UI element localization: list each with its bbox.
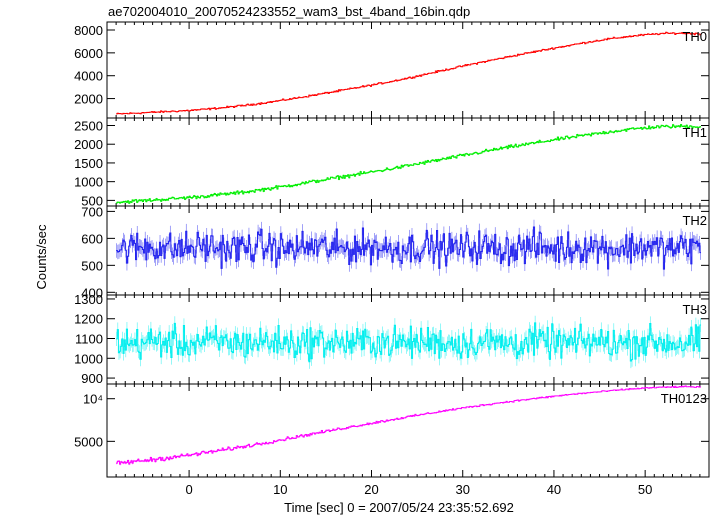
y-tick-label: 900 <box>81 371 103 386</box>
x-tick-label: 10 <box>273 482 287 497</box>
panel-th3: 900 1000 1100 1200 1300 TH3 <box>74 292 710 386</box>
y-tick-label: 700 <box>81 204 103 219</box>
x-tick-label: 40 <box>547 482 561 497</box>
y-tick-label: 2000 <box>74 92 103 107</box>
x-tick-label: 50 <box>638 482 652 497</box>
x-tick-label: 0 <box>185 482 192 497</box>
y-tick-label: 500 <box>81 193 103 208</box>
series-line <box>116 226 702 270</box>
series-label: TH2 <box>682 213 707 228</box>
series-label: TH0123 <box>661 391 707 406</box>
y-tick-label: 5000 <box>74 434 103 449</box>
series-line <box>116 385 702 465</box>
x-tick-label: 20 <box>364 482 378 497</box>
y-axis-label: Counts/sec <box>34 224 49 290</box>
y-tick-label: 2000 <box>74 137 103 152</box>
y-tick-label: 600 <box>81 231 103 246</box>
series-label: TH0 <box>682 29 707 44</box>
x-axis-label: Time [sec] 0 = 2007/05/24 23:35:52.692 <box>284 500 514 515</box>
y-tick-label: 1300 <box>74 292 103 307</box>
y-tick-label: 1100 <box>75 332 103 347</box>
x-tick-label: 30 <box>455 482 469 497</box>
series-errorbars <box>116 31 701 115</box>
y-tick-label: 1500 <box>74 156 103 171</box>
series-label: TH1 <box>682 125 707 140</box>
series-errorbars <box>116 123 701 205</box>
y-tick-label: 10⁴ <box>83 392 103 407</box>
series-label: TH3 <box>682 302 707 317</box>
series-line <box>116 31 702 115</box>
y-tick-label: 8000 <box>74 23 103 38</box>
panel-th0: 2000 4000 6000 8000 TH0 <box>74 21 710 119</box>
series-errorbars <box>116 219 701 277</box>
panel-th0123: 5000 10⁴ TH0123 <box>74 383 710 478</box>
panel-frame <box>106 21 710 119</box>
series-line <box>116 124 702 204</box>
y-tick-label: 400 <box>81 285 103 300</box>
y-tick-label: 6000 <box>74 46 103 61</box>
y-tick-label: 1200 <box>74 312 103 327</box>
panel-th2: 400 500 600 700 TH2 <box>81 204 710 300</box>
y-tick-label: 4000 <box>74 69 103 84</box>
y-tick-label: 500 <box>81 258 103 273</box>
y-tick-label: 1000 <box>74 351 103 366</box>
chart-title: ae702004010_20070524233552_wam3_bst_4ban… <box>108 4 470 19</box>
y-tick-label: 1000 <box>74 175 103 190</box>
panel-th1: 500 1000 1500 2000 2500 TH1 <box>74 117 710 208</box>
series-errorbars <box>116 385 701 466</box>
panel-frame <box>106 383 710 478</box>
series-line <box>116 322 702 363</box>
y-tick-label: 2500 <box>74 118 103 133</box>
